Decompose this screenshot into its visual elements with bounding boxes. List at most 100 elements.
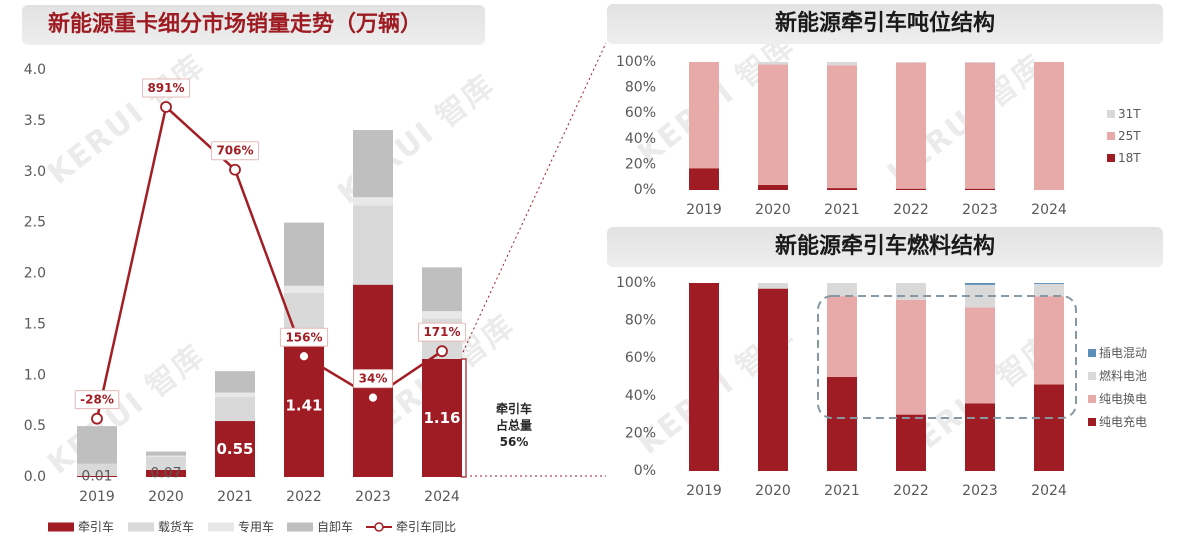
legend-label: 18T xyxy=(1118,151,1141,165)
legend-swatch-yoy-marker xyxy=(374,522,384,532)
yoy-point-2021 xyxy=(229,163,241,176)
bar-cargo-2019 xyxy=(77,463,117,476)
y-tick-label: 80% xyxy=(625,80,656,96)
bar-value-label: 1.41 xyxy=(285,396,322,414)
legend-label: 纯电充电 xyxy=(1099,414,1147,429)
x-tick-label: 2023 xyxy=(962,202,998,218)
legend-swatch-charging xyxy=(1088,418,1096,426)
bar-value-label: 0.01 xyxy=(81,468,112,484)
x-tick-label: 2019 xyxy=(686,483,722,499)
bar-phev-2024 xyxy=(1034,283,1064,284)
y-tick-label: 0.0 xyxy=(24,469,46,485)
fuel-chart: 0% 20% 40% 60% 80% 100% 2019 2020 2021 2022 2023 20… xyxy=(616,275,1147,499)
bar-25t-2024 xyxy=(1034,62,1064,190)
x-tick-label: 2021 xyxy=(824,483,860,499)
legend-swatch-25t xyxy=(1107,132,1115,140)
legend-label: 31T xyxy=(1118,107,1141,121)
y-tick-label: 3.0 xyxy=(24,164,46,180)
y-tick-label: 1.0 xyxy=(24,367,46,383)
legend-label: 载货车 xyxy=(158,519,194,534)
bar-charging-2023 xyxy=(965,403,995,471)
bar-dump-2019 xyxy=(77,426,117,464)
legend-swatch-18t xyxy=(1107,154,1115,162)
x-tick-label: 2022 xyxy=(286,489,322,505)
fuel-chart-title: 新能源牵引车燃料结构 xyxy=(607,227,1163,267)
legend-label: 牵引车 xyxy=(78,519,114,534)
yoy-label-box xyxy=(279,327,329,347)
y-tick-label: 3.5 xyxy=(24,113,46,129)
legend-swatch-special xyxy=(208,522,234,532)
legend-label: 25T xyxy=(1118,129,1141,143)
bar-fuel-cell-2022 xyxy=(896,283,926,300)
y-tick-label: 60% xyxy=(625,105,656,121)
bar-25t-2020 xyxy=(758,64,788,185)
bar-dump-2024 xyxy=(422,267,462,312)
yoy-point-2023 xyxy=(367,391,379,404)
yoy-label: 706% xyxy=(216,144,253,158)
sales-chart-title: 新能源重卡细分市场销量走势（万辆） xyxy=(22,5,485,45)
bar-fuel-cell-2024 xyxy=(1034,283,1064,297)
y-tick-label: 20% xyxy=(625,425,656,441)
legend-swatch-phev xyxy=(1088,349,1096,357)
y-tick-label: 100% xyxy=(616,54,656,70)
yoy-label-box xyxy=(353,369,393,389)
x-tick-label: 2020 xyxy=(755,202,791,218)
bar-special-2020 xyxy=(146,455,186,457)
bar-dump-2021 xyxy=(215,371,255,393)
legend-swatch-dump xyxy=(287,522,313,532)
yoy-point-2022 xyxy=(298,350,310,363)
bar-charging-2022 xyxy=(896,414,926,471)
y-tick-label: 80% xyxy=(625,313,656,329)
bar-31t-2020 xyxy=(758,62,788,65)
bar-18t-2023 xyxy=(965,188,995,190)
bar-value-label: 0.55 xyxy=(216,440,253,458)
legend-label: 专用车 xyxy=(238,519,274,534)
bar-phev-2023 xyxy=(965,283,995,285)
bar-31t-2021 xyxy=(827,62,857,66)
bar-25t-2021 xyxy=(827,65,857,189)
y-tick-label: 0% xyxy=(634,182,656,198)
bar-cargo-2020 xyxy=(146,456,186,470)
y-tick-label: 2.0 xyxy=(24,266,46,282)
legend-label: 自卸车 xyxy=(317,519,353,534)
share-annotation-line: 56% xyxy=(500,435,529,449)
yoy-point-2020 xyxy=(160,101,172,113)
bar-charging-2020 xyxy=(758,288,788,471)
bar-18t-2021 xyxy=(827,188,857,190)
bar-25t-2019 xyxy=(689,62,719,169)
yoy-line xyxy=(95,105,443,419)
yoy-label: 171% xyxy=(423,325,460,339)
bar-special-2022 xyxy=(284,285,324,293)
legend-label: 牵引车同比 xyxy=(396,519,456,534)
x-tick-label: 2024 xyxy=(1031,483,1067,499)
yoy-point-2019 xyxy=(91,412,103,425)
bar-tractor-2019 xyxy=(77,475,117,477)
yoy-label: 34% xyxy=(359,372,388,386)
yoy-point-2024 xyxy=(436,345,448,358)
bar-fuel-cell-2020 xyxy=(758,283,788,289)
tonnage-chart: 0% 20% 40% 60% 80% 100% 2019 2020 2021 2022 2023 20… xyxy=(616,54,1141,218)
bar-special-2021 xyxy=(215,392,255,397)
bar-special-2024 xyxy=(422,311,462,319)
bar-swapping-2021 xyxy=(827,296,857,377)
legend-swatch-tractor xyxy=(48,522,74,532)
bar-cargo-2023 xyxy=(353,205,393,285)
x-tick-label: 2021 xyxy=(824,202,860,218)
legend-label: 插电混动 xyxy=(1099,346,1147,360)
x-tick-label: 2023 xyxy=(355,489,391,505)
y-tick-label: 40% xyxy=(625,131,656,147)
share-annotation-line: 牵引车 xyxy=(496,401,532,416)
highlight-box xyxy=(817,295,1077,419)
bar-18t-2020 xyxy=(758,184,788,190)
bar-31t-2023 xyxy=(965,62,995,63)
yoy-label-box xyxy=(210,141,260,161)
y-tick-label: 2.5 xyxy=(24,215,46,231)
bar-18t-2022 xyxy=(896,188,926,190)
bar-18t-2019 xyxy=(689,168,719,190)
sales-chart: 0.0 0.5 1.0 1.5 2.0 2.5 3.0 3.5 4.0 2019 2020 2021 2… xyxy=(24,62,532,534)
y-tick-label: 100% xyxy=(616,275,656,291)
x-tick-label: 2019 xyxy=(686,202,722,218)
bar-fuel-cell-2021 xyxy=(827,283,857,297)
bar-swapping-2022 xyxy=(896,299,926,415)
